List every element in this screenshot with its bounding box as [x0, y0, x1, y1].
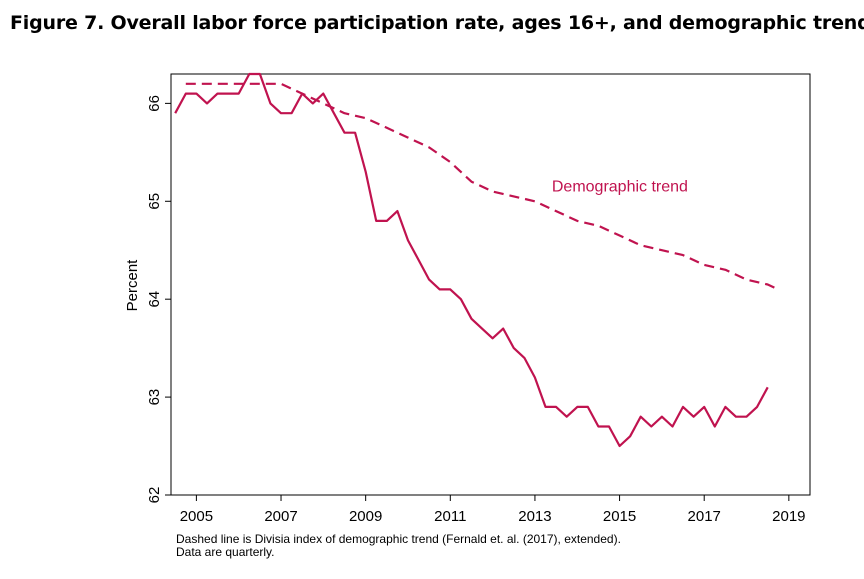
- x-tick-label-2015: 2015: [603, 508, 636, 525]
- x-tick-label-2011: 2011: [434, 508, 466, 525]
- note-line-2: Data are quarterly.: [176, 545, 275, 559]
- annotation-demographic-trend: Demographic trend: [552, 178, 688, 195]
- y-tick-label-66: 66: [146, 95, 163, 112]
- y-tick-label-63: 63: [146, 389, 163, 406]
- y-tick-label-64: 64: [146, 291, 163, 308]
- series-demographic-trend: [185, 82, 779, 291]
- x-tick-label-2017: 2017: [688, 508, 721, 525]
- plot-frame: [170, 73, 811, 496]
- x-tick-label-2013: 2013: [518, 508, 551, 525]
- x-tick-label-2019: 2019: [772, 508, 805, 525]
- series-line-1: [185, 82, 779, 291]
- note-line-1: Dashed line is Divisia index of demograp…: [176, 532, 621, 546]
- y-tick-label-65: 65: [146, 193, 163, 210]
- chart-note: Dashed line is Divisia index of demograp…: [176, 533, 621, 559]
- x-tick-label-2005: 2005: [180, 508, 213, 525]
- y-tick-label-62: 62: [146, 487, 163, 504]
- y-axis-label: Percent: [124, 259, 141, 312]
- series-line-0: [174, 72, 769, 448]
- x-tick-label-2007: 2007: [264, 508, 297, 525]
- series-participation-rate: [174, 72, 769, 448]
- figure-title: Figure 7. Overall labor force participat…: [10, 12, 864, 34]
- x-tick-label-2009: 2009: [349, 508, 382, 525]
